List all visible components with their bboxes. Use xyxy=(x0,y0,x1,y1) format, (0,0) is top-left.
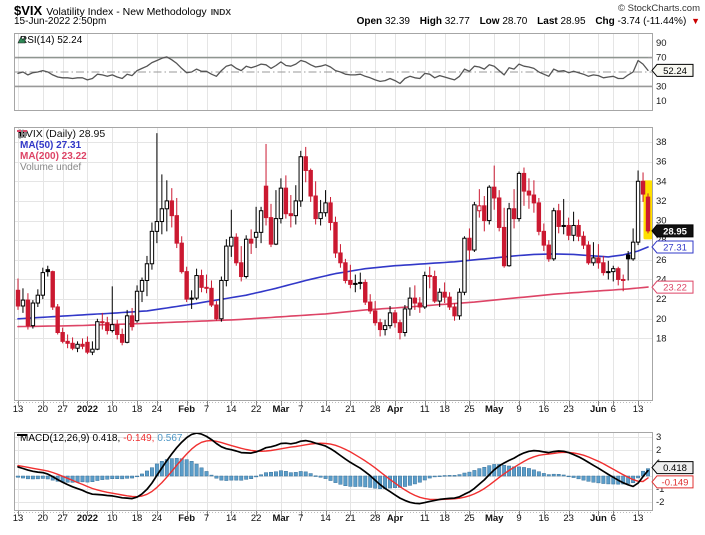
svg-text:23.22: 23.22 xyxy=(663,283,687,294)
svg-text:7: 7 xyxy=(298,513,303,524)
svg-text:27: 27 xyxy=(57,513,68,524)
svg-text:May: May xyxy=(485,513,504,524)
svg-text:May: May xyxy=(485,404,504,415)
svg-text:0.418: 0.418 xyxy=(663,463,687,474)
macd-signal-line xyxy=(17,439,649,501)
svg-text:Apr: Apr xyxy=(387,404,404,415)
svg-text:20: 20 xyxy=(38,513,49,524)
svg-text:38: 38 xyxy=(656,137,667,148)
rsi-axis: 90 70 30 10 52.24 xyxy=(651,38,694,107)
svg-text:28.95: 28.95 xyxy=(663,226,687,237)
svg-text:-0.149: -0.149 xyxy=(662,477,689,488)
svg-text:22: 22 xyxy=(251,404,262,415)
svg-text:18: 18 xyxy=(132,513,143,524)
svg-text:Feb: Feb xyxy=(178,513,195,524)
svg-text:26: 26 xyxy=(656,255,667,266)
svg-text:52.24: 52.24 xyxy=(663,66,687,77)
svg-text:20: 20 xyxy=(656,314,667,325)
svg-text:14: 14 xyxy=(226,404,237,415)
svg-text:30: 30 xyxy=(656,81,667,92)
svg-text:Jun: Jun xyxy=(590,513,607,524)
svg-text:90: 90 xyxy=(656,38,667,49)
macd-panel: 321-1-20.418-0.149 xyxy=(14,432,694,511)
svg-text:Apr: Apr xyxy=(387,513,404,524)
svg-text:27.31: 27.31 xyxy=(663,242,687,253)
svg-text:24: 24 xyxy=(656,274,667,285)
svg-text:9: 9 xyxy=(516,513,521,524)
svg-text:27: 27 xyxy=(57,404,68,415)
svg-text:18: 18 xyxy=(132,404,143,415)
svg-text:28: 28 xyxy=(370,404,381,415)
svg-text:32: 32 xyxy=(656,196,667,207)
candles xyxy=(15,133,651,356)
macd-histogram xyxy=(16,458,650,489)
svg-text:21: 21 xyxy=(345,404,356,415)
svg-text:14: 14 xyxy=(320,404,331,415)
svg-text:13: 13 xyxy=(13,404,24,415)
svg-text:21: 21 xyxy=(345,513,356,524)
svg-text:18: 18 xyxy=(439,513,450,524)
svg-text:Feb: Feb xyxy=(178,404,195,415)
svg-text:23: 23 xyxy=(563,404,574,415)
svg-text:6: 6 xyxy=(611,513,616,524)
svg-text:14: 14 xyxy=(226,513,237,524)
svg-text:11: 11 xyxy=(420,513,430,524)
svg-text:10: 10 xyxy=(656,96,667,107)
svg-text:Jun: Jun xyxy=(590,404,607,415)
x-axis-lower: 13 20 27 2022 10 18 24 Feb 7 14 22 Mar 7 14 21 28 Apr 11 1… xyxy=(13,511,652,524)
svg-text:7: 7 xyxy=(204,404,209,415)
svg-text:-2: -2 xyxy=(656,497,664,508)
svg-text:2022: 2022 xyxy=(77,404,98,415)
svg-text:6: 6 xyxy=(611,404,616,415)
svg-text:Mar: Mar xyxy=(272,404,289,415)
svg-text:23: 23 xyxy=(563,513,574,524)
svg-text:18: 18 xyxy=(439,404,450,415)
svg-text:13: 13 xyxy=(633,404,644,415)
svg-text:34: 34 xyxy=(656,176,667,187)
macd-axis: 321-1-20.418-0.149 xyxy=(651,432,694,508)
ma200-line xyxy=(17,286,649,328)
svg-text:2022: 2022 xyxy=(77,513,98,524)
svg-text:16: 16 xyxy=(539,404,550,415)
svg-text:10: 10 xyxy=(107,513,118,524)
svg-text:25: 25 xyxy=(464,513,475,524)
macd-line xyxy=(17,432,649,505)
x-axis-upper: 13 20 27 2022 10 18 24 Feb 7 14 22 Mar 7 14 21 28 Apr 11 1… xyxy=(13,401,652,415)
svg-text:36: 36 xyxy=(656,157,667,168)
svg-text:28: 28 xyxy=(370,513,381,524)
svg-text:22: 22 xyxy=(251,513,262,524)
ma50-line xyxy=(17,246,649,320)
svg-text:2: 2 xyxy=(656,445,661,456)
svg-text:20: 20 xyxy=(38,404,49,415)
svg-text:25: 25 xyxy=(464,404,475,415)
svg-text:18: 18 xyxy=(656,333,667,344)
svg-text:7: 7 xyxy=(298,404,303,415)
svg-text:30: 30 xyxy=(656,216,667,227)
svg-text:22: 22 xyxy=(656,294,667,305)
svg-text:24: 24 xyxy=(152,513,163,524)
svg-text:3: 3 xyxy=(656,432,661,443)
svg-text:7: 7 xyxy=(204,513,209,524)
svg-text:Mar: Mar xyxy=(272,513,289,524)
svg-text:13: 13 xyxy=(13,513,24,524)
svg-text:11: 11 xyxy=(420,404,430,415)
svg-text:10: 10 xyxy=(107,404,118,415)
svg-text:70: 70 xyxy=(656,53,667,64)
svg-text:14: 14 xyxy=(320,513,331,524)
svg-text:-1: -1 xyxy=(656,484,664,495)
svg-text:9: 9 xyxy=(516,404,521,415)
svg-text:13: 13 xyxy=(633,513,644,524)
rsi-line xyxy=(17,56,649,85)
svg-text:16: 16 xyxy=(539,513,550,524)
svg-text:24: 24 xyxy=(152,404,163,415)
rsi-panel: 90 70 30 10 52.24 xyxy=(14,33,694,111)
